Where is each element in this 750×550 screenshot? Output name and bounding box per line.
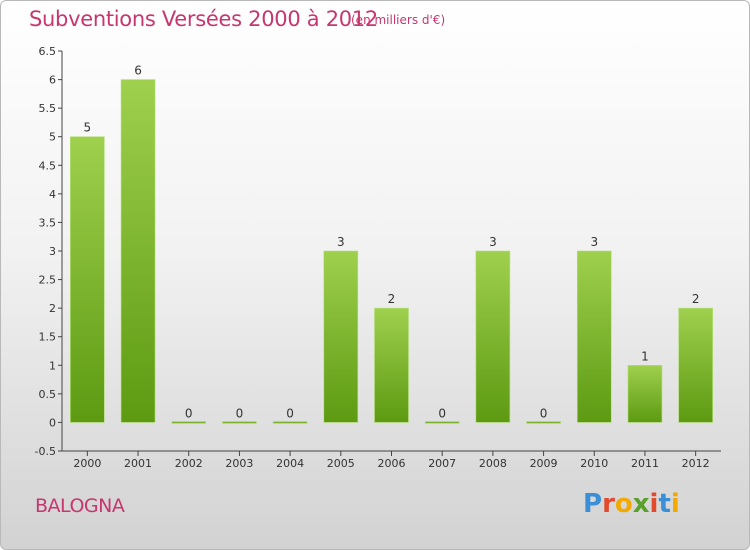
bars <box>70 79 713 424</box>
x-tick-label: 2005 <box>327 457 355 470</box>
bar <box>526 421 561 424</box>
data-labels: 5 6 0 0 0 3 2 0 3 0 3 1 2 <box>84 64 700 421</box>
logo-letter: i <box>649 489 659 519</box>
chart-title: Subventions Versées 2000 à 2012 <box>29 7 378 31</box>
y-tick-label: 1.5 <box>39 331 57 344</box>
data-label: 6 <box>134 64 142 78</box>
x-tick-label: 2001 <box>124 457 152 470</box>
bar <box>222 421 257 424</box>
bar <box>120 79 156 423</box>
data-label: 5 <box>84 121 92 135</box>
logo-letter: P <box>583 489 603 519</box>
chart-subtitle: (en milliers d'€) <box>351 13 446 27</box>
y-tick-label: 2.5 <box>39 274 57 287</box>
y-tick-label: -0.5 <box>35 445 56 458</box>
x-tick-label: 2010 <box>580 457 608 470</box>
x-tick-label: 2012 <box>682 457 710 470</box>
bar <box>374 307 409 423</box>
bar <box>323 250 359 423</box>
x-tick-label: 2011 <box>631 457 659 470</box>
data-label: 2 <box>388 292 396 306</box>
bar <box>678 307 713 423</box>
x-tick-label: 2000 <box>73 457 101 470</box>
y-tick-label: 4.5 <box>39 159 57 172</box>
data-label: 3 <box>337 235 345 249</box>
y-tick-label: 3.5 <box>39 216 57 229</box>
y-tick-label: 5.5 <box>39 102 57 115</box>
logo-letter: t <box>658 489 671 519</box>
bar <box>272 421 308 424</box>
data-label: 3 <box>489 235 497 249</box>
y-tick-label: 0.5 <box>39 388 57 401</box>
bar <box>475 250 511 423</box>
proxiti-logo[interactable]: Proxiti <box>583 489 680 519</box>
y-tick-label: 6 <box>49 74 56 87</box>
logo-letter: o <box>614 489 633 519</box>
y-tick-label: 3 <box>49 245 56 258</box>
x-tick-label: 2008 <box>479 457 507 470</box>
data-label: 0 <box>185 406 193 420</box>
logo-letter: x <box>632 489 650 519</box>
y-tick-label: 5 <box>49 131 56 144</box>
logo-letter: r <box>602 489 615 519</box>
commune-name: BALOGNA <box>35 495 125 517</box>
bar <box>424 421 460 424</box>
data-label: 0 <box>540 406 548 420</box>
x-tick-label: 2002 <box>175 457 203 470</box>
bar <box>576 250 612 423</box>
x-tick-label: 2004 <box>276 457 304 470</box>
data-label: 0 <box>286 406 294 420</box>
bar <box>70 136 105 423</box>
y-tick-label: 6.5 <box>39 45 57 58</box>
x-tick-label: 2006 <box>378 457 406 470</box>
data-label: 3 <box>590 235 598 249</box>
bar <box>627 364 663 423</box>
y-tick-label: 4 <box>49 188 56 201</box>
y-tick-label: 1 <box>49 359 56 372</box>
y-tick-label: 2 <box>49 302 56 315</box>
y-tick-label: 0 <box>49 416 56 429</box>
data-label: 0 <box>236 406 244 420</box>
data-label: 1 <box>641 349 649 363</box>
data-label: 2 <box>692 292 700 306</box>
bar <box>171 421 207 424</box>
x-tick-label: 2007 <box>428 457 456 470</box>
logo-letter: i <box>670 489 680 519</box>
data-label: 0 <box>438 406 446 420</box>
x-tick-label: 2003 <box>225 457 253 470</box>
x-tick-label: 2009 <box>530 457 558 470</box>
